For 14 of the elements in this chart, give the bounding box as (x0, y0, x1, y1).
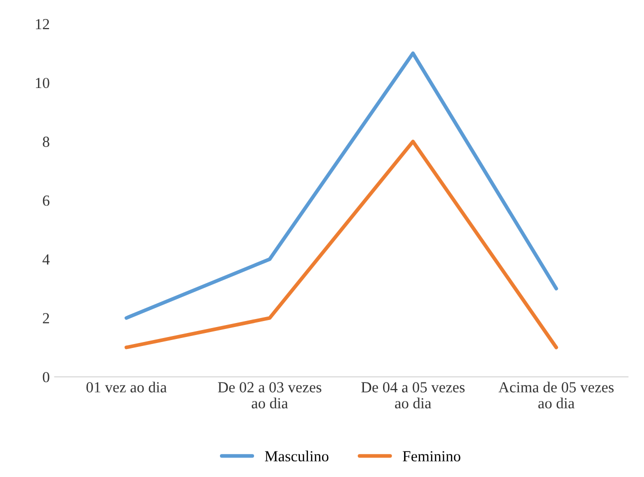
line-series (124, 51, 558, 320)
legend-label: Feminino (402, 451, 460, 462)
y-tick-label: 6 (42, 196, 50, 206)
y-tick-label: 2 (42, 313, 50, 324)
y-tick-label: 4 (42, 254, 50, 264)
y-tick-label: 8 (42, 136, 50, 147)
legend-label: Masculino (264, 450, 328, 462)
y-tick-label: 10 (36, 78, 50, 88)
x-tick-label: 01 vez ao dia (86, 382, 167, 392)
x-tick-label: De 04 a 05 vezes ao dia (361, 382, 465, 408)
x-tick-label: Acima de 05 vezes ao dia (498, 382, 614, 408)
y-tick-label: 12 (36, 19, 50, 30)
x-tick-label: De 02 a 03 vezes ao dia (218, 382, 322, 408)
y-tick-label: 0 (42, 372, 50, 382)
